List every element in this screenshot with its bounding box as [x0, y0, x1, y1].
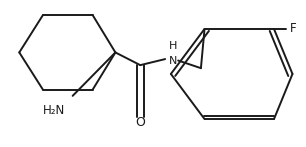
Text: H: H: [169, 41, 177, 51]
Text: O: O: [135, 116, 145, 129]
Text: F: F: [290, 22, 297, 35]
Text: N: N: [169, 56, 177, 66]
Text: H₂N: H₂N: [43, 104, 65, 117]
